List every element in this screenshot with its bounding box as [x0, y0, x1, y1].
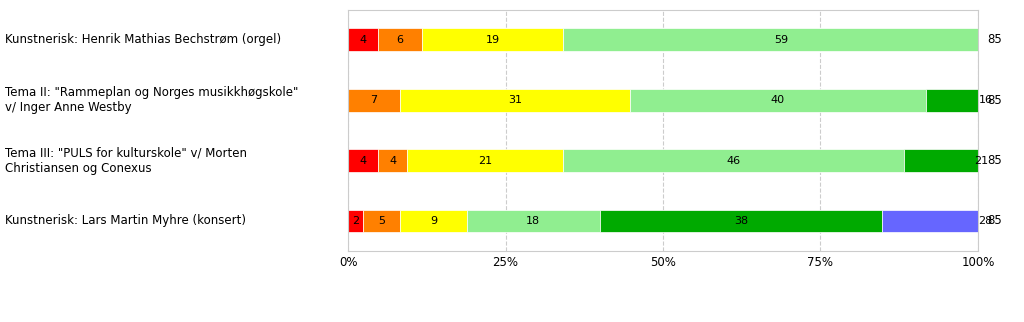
- Bar: [400, 89, 630, 112]
- Text: 19: 19: [485, 35, 500, 45]
- Text: 59: 59: [774, 35, 788, 45]
- Text: 21: 21: [478, 156, 493, 166]
- Bar: [630, 89, 926, 112]
- Text: Tema II: "Rammeplan og Norges musikkhøgskole"
v/ Inger Anne Westby: Tema II: "Rammeplan og Norges musikkhøgs…: [5, 86, 298, 114]
- Bar: [600, 210, 882, 232]
- Bar: [348, 89, 400, 112]
- Text: 2: 2: [352, 216, 359, 226]
- Bar: [1000, 28, 1024, 51]
- Bar: [408, 149, 563, 172]
- Text: 7: 7: [371, 95, 378, 105]
- Text: Kunstnerisk: Lars Martin Myhre (konsert): Kunstnerisk: Lars Martin Myhre (konsert): [5, 214, 246, 227]
- Text: 9: 9: [430, 216, 437, 226]
- Bar: [926, 89, 1024, 112]
- Text: 21: 21: [975, 156, 989, 166]
- Text: Tema III: "PULS for kulturskole" v/ Morten
Christiansen og Conexus: Tema III: "PULS for kulturskole" v/ Mort…: [5, 147, 247, 175]
- Text: 4: 4: [359, 35, 367, 45]
- Bar: [563, 149, 904, 172]
- Text: 5: 5: [378, 216, 385, 226]
- Bar: [882, 210, 1024, 232]
- Bar: [378, 28, 422, 51]
- Bar: [348, 149, 378, 172]
- Text: Kunstnerisk: Henrik Mathias Bechstrøm (orgel): Kunstnerisk: Henrik Mathias Bechstrøm (o…: [5, 33, 282, 46]
- Bar: [904, 149, 1024, 172]
- Bar: [362, 210, 400, 232]
- Text: 6: 6: [396, 35, 403, 45]
- Text: 85: 85: [987, 94, 1002, 107]
- Text: 40: 40: [771, 95, 785, 105]
- Text: 18: 18: [526, 216, 541, 226]
- Text: 16: 16: [978, 95, 992, 105]
- Bar: [422, 28, 563, 51]
- Bar: [467, 210, 600, 232]
- Text: 85: 85: [987, 33, 1002, 46]
- Text: 31: 31: [508, 95, 522, 105]
- Bar: [348, 28, 378, 51]
- Text: 85: 85: [987, 214, 1002, 227]
- Text: 85: 85: [987, 154, 1002, 167]
- Bar: [378, 149, 408, 172]
- Bar: [563, 28, 1000, 51]
- Bar: [400, 210, 467, 232]
- Text: 4: 4: [359, 156, 367, 166]
- Text: 4: 4: [389, 156, 396, 166]
- Bar: [348, 210, 362, 232]
- Text: 38: 38: [734, 216, 748, 226]
- Text: 28: 28: [978, 216, 992, 226]
- Text: 46: 46: [726, 156, 740, 166]
